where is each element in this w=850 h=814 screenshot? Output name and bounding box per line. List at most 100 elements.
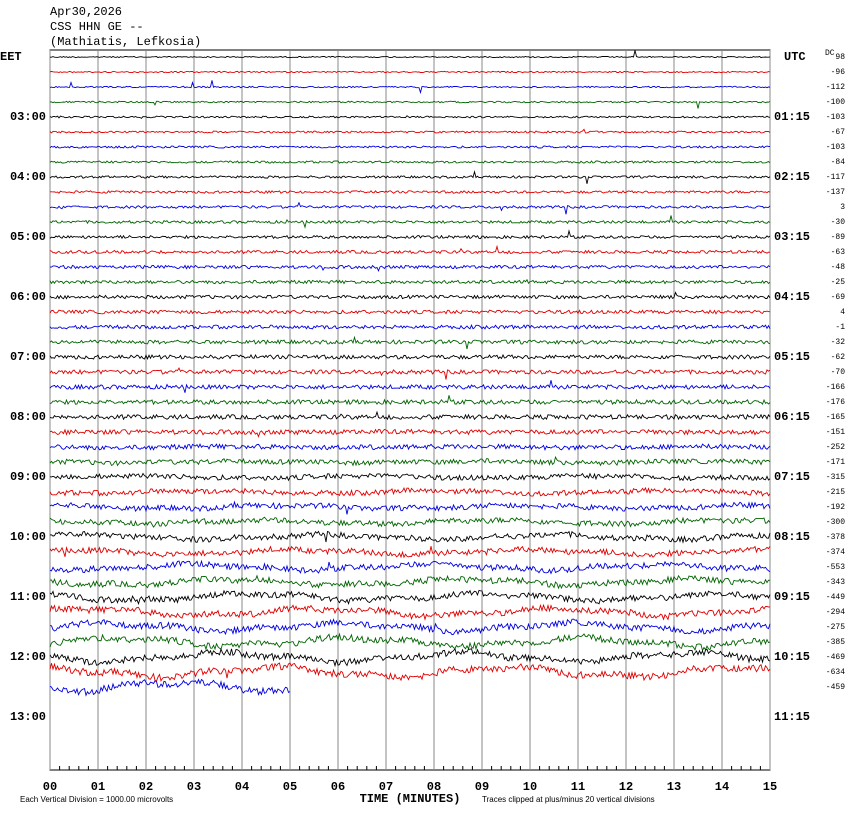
right-time: 01:15 <box>774 110 810 124</box>
x-tick-label: 06 <box>331 780 345 794</box>
scale-note: Each Vertical Division = 1000.00 microvo… <box>20 795 173 804</box>
dc-offset: -553 <box>826 563 845 572</box>
x-tick-label: 11 <box>571 780 585 794</box>
dc-offset: -103 <box>826 143 845 152</box>
trace <box>49 443 771 451</box>
trace <box>49 367 771 380</box>
trace <box>49 244 771 255</box>
left-time: 03:00 <box>10 110 46 124</box>
trace <box>49 291 771 300</box>
dc-offset: -215 <box>826 488 845 497</box>
trace <box>49 428 771 438</box>
trace <box>49 472 771 482</box>
dc-offset: -117 <box>826 173 845 182</box>
trace <box>49 559 771 575</box>
x-tick-label: 00 <box>43 780 57 794</box>
left-time: 11:00 <box>10 590 46 604</box>
x-tick-label: 15 <box>763 780 777 794</box>
trace <box>49 589 771 606</box>
dc-offset: -176 <box>826 398 845 407</box>
dc-offset: -385 <box>826 638 845 647</box>
dc-offset: -89 <box>831 233 846 242</box>
x-tick-label: 04 <box>235 780 249 794</box>
dc-offset: -166 <box>826 383 845 392</box>
dc-header: DC <box>825 49 835 58</box>
dc-offset: -151 <box>826 428 845 437</box>
dc-offset: -378 <box>826 533 845 542</box>
trace <box>49 100 771 109</box>
trace <box>49 324 771 330</box>
dc-offset: -100 <box>826 98 845 107</box>
left-time: 09:00 <box>10 470 46 484</box>
left-time: 10:00 <box>10 530 46 544</box>
trace <box>49 632 771 652</box>
trace <box>49 353 771 360</box>
right-time: 06:15 <box>774 410 810 424</box>
right-time: 05:15 <box>774 350 810 364</box>
trace <box>49 500 771 515</box>
trace <box>49 516 771 528</box>
x-tick-label: 05 <box>283 780 297 794</box>
trace <box>49 678 291 697</box>
trace <box>49 395 771 406</box>
station: CSS HHN GE -- <box>50 20 144 34</box>
trace <box>49 201 771 215</box>
x-tick-label: 07 <box>379 780 393 794</box>
dc-offset: -252 <box>826 443 845 452</box>
right-time: 03:15 <box>774 230 810 244</box>
trace <box>49 618 771 636</box>
dc-offset: -374 <box>826 548 845 557</box>
trace <box>49 410 771 421</box>
dc-offset: -84 <box>831 158 846 167</box>
dc-offset: -25 <box>831 278 846 287</box>
x-tick-label: 14 <box>715 780 729 794</box>
dc-offset: -112 <box>826 83 845 92</box>
trace <box>49 486 771 497</box>
right-header: UTC <box>784 50 806 64</box>
right-time: 07:15 <box>774 470 810 484</box>
dc-offset: -275 <box>826 623 845 632</box>
trace <box>49 603 771 621</box>
dc-offset: -48 <box>831 263 846 272</box>
left-time: 06:00 <box>10 290 46 304</box>
left-time: 07:00 <box>10 350 46 364</box>
left-time: 04:00 <box>10 170 46 184</box>
dc-offset: -30 <box>831 218 846 227</box>
dc-offset: -69 <box>831 293 846 302</box>
trace <box>49 574 771 590</box>
dc-offset: -469 <box>826 653 845 662</box>
trace <box>49 215 771 229</box>
clip-note: Traces clipped at plus/minus 20 vertical… <box>482 795 655 804</box>
dc-offset: -137 <box>826 188 845 197</box>
dc-offset: -70 <box>831 368 846 377</box>
trace <box>49 145 771 149</box>
x-axis-label: TIME (MINUTES) <box>360 792 461 806</box>
trace <box>49 115 771 119</box>
trace <box>50 190 771 194</box>
dc-offset: -67 <box>831 128 846 137</box>
trace <box>49 170 771 184</box>
dc-offset: 98 <box>835 53 845 62</box>
dc-offset: -634 <box>826 668 845 677</box>
x-tick-label: 03 <box>187 780 201 794</box>
dc-offset: -192 <box>826 503 845 512</box>
trace <box>49 160 771 164</box>
dc-offset: -294 <box>826 608 845 617</box>
right-time: 09:15 <box>774 590 810 604</box>
x-tick-label: 10 <box>523 780 537 794</box>
left-time: 12:00 <box>10 650 46 664</box>
x-tick-label: 13 <box>667 780 681 794</box>
dc-offset: 4 <box>840 308 845 317</box>
dc-offset: -171 <box>826 458 845 467</box>
date: Apr30,2026 <box>50 5 122 19</box>
trace <box>49 264 771 272</box>
x-tick-label: 12 <box>619 780 633 794</box>
trace <box>49 380 771 393</box>
dc-offset: -63 <box>831 248 846 257</box>
dc-offset: -165 <box>826 413 845 422</box>
dc-offset: -96 <box>831 68 846 77</box>
dc-offset: -62 <box>831 353 846 362</box>
dc-offset: -315 <box>826 473 845 482</box>
trace <box>49 335 771 350</box>
